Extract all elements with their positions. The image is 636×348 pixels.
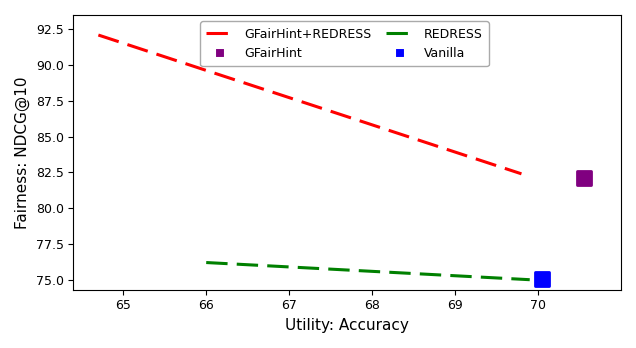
Point bbox=[579, 175, 589, 181]
Legend: GFairHint+REDRESS, GFairHint, REDRESS, Vanilla: GFairHint+REDRESS, GFairHint, REDRESS, V… bbox=[200, 21, 489, 66]
X-axis label: Utility: Accuracy: Utility: Accuracy bbox=[286, 318, 409, 333]
Y-axis label: Fairness: NDCG@10: Fairness: NDCG@10 bbox=[15, 76, 30, 229]
Point bbox=[537, 276, 548, 282]
